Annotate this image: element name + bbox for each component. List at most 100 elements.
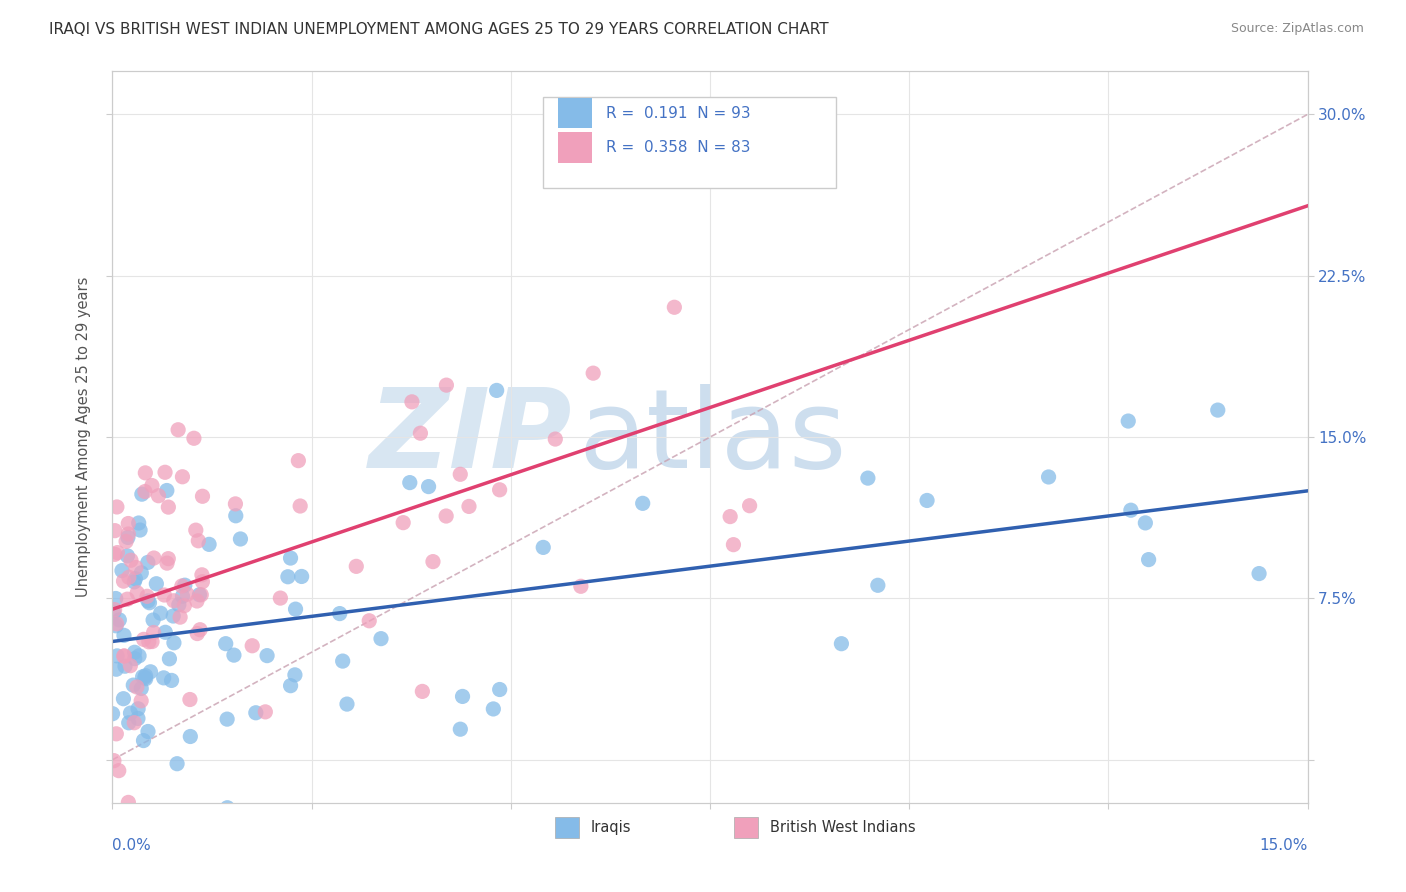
- Point: [172, 589, 194, 603]
- Point: [129, 523, 152, 537]
- Point: [190, 588, 212, 602]
- Point: [105, 616, 128, 631]
- Point: [254, 705, 277, 719]
- Point: [117, 549, 139, 563]
- Point: [172, 469, 194, 483]
- Point: [398, 475, 420, 490]
- Point: [217, 712, 239, 726]
- Point: [183, 431, 205, 445]
- Point: [125, 680, 148, 694]
- Point: [112, 691, 135, 706]
- Point: [155, 625, 177, 640]
- Point: [112, 574, 135, 589]
- Point: [117, 527, 139, 541]
- Point: [118, 715, 141, 730]
- Text: R =  0.358  N = 83: R = 0.358 N = 83: [606, 140, 751, 155]
- Point: [105, 546, 128, 560]
- Point: [422, 555, 444, 569]
- Point: [141, 478, 163, 492]
- Point: [136, 555, 159, 569]
- Point: [176, 587, 198, 601]
- Point: [434, 509, 457, 524]
- Point: [186, 594, 208, 608]
- Point: [124, 572, 146, 586]
- Point: [184, 523, 207, 537]
- Point: [173, 599, 195, 613]
- Point: [866, 578, 889, 592]
- Text: 15.0%: 15.0%: [1260, 838, 1308, 853]
- Point: [148, 489, 170, 503]
- Point: [1038, 470, 1060, 484]
- Point: [103, 754, 125, 768]
- FancyBboxPatch shape: [543, 97, 835, 188]
- Point: [830, 637, 852, 651]
- Point: [188, 623, 211, 637]
- Point: [569, 579, 592, 593]
- Point: [723, 538, 745, 552]
- Text: atlas: atlas: [579, 384, 846, 491]
- Point: [280, 679, 302, 693]
- Point: [124, 651, 146, 665]
- Point: [129, 681, 152, 696]
- Point: [122, 715, 145, 730]
- Point: [329, 607, 352, 621]
- Point: [1116, 414, 1139, 428]
- Point: [153, 465, 176, 479]
- Point: [1135, 516, 1157, 530]
- Text: 0.0%: 0.0%: [112, 838, 152, 853]
- Point: [401, 394, 423, 409]
- Point: [156, 483, 179, 498]
- Point: [152, 671, 174, 685]
- Text: Iraqis: Iraqis: [591, 820, 631, 835]
- Point: [156, 556, 179, 570]
- Point: [179, 692, 201, 706]
- Point: [167, 423, 190, 437]
- Point: [127, 711, 149, 725]
- Point: [103, 606, 125, 620]
- Point: [225, 508, 247, 523]
- Point: [135, 669, 157, 683]
- Point: [191, 489, 214, 503]
- Point: [162, 609, 184, 624]
- Point: [125, 560, 148, 574]
- Point: [664, 300, 686, 314]
- Point: [134, 466, 156, 480]
- Point: [915, 493, 938, 508]
- Point: [458, 500, 481, 514]
- Point: [132, 733, 155, 747]
- Point: [136, 594, 159, 608]
- Point: [269, 591, 291, 606]
- Point: [170, 579, 193, 593]
- Point: [112, 649, 135, 664]
- Point: [105, 500, 128, 514]
- Point: [107, 764, 129, 778]
- Point: [159, 652, 181, 666]
- Point: [217, 801, 239, 815]
- Point: [631, 496, 654, 510]
- Point: [344, 559, 367, 574]
- Point: [153, 588, 176, 602]
- Point: [145, 576, 167, 591]
- Bar: [734, 817, 758, 838]
- Point: [336, 697, 359, 711]
- Point: [105, 619, 128, 633]
- Point: [222, 648, 245, 662]
- Point: [280, 551, 302, 566]
- Point: [449, 722, 471, 736]
- Point: [449, 467, 471, 482]
- Point: [104, 524, 127, 538]
- Point: [112, 648, 135, 663]
- Point: [149, 606, 172, 620]
- Point: [136, 724, 159, 739]
- Point: [124, 645, 146, 659]
- Point: [138, 635, 160, 649]
- Point: [240, 639, 263, 653]
- Point: [135, 672, 157, 686]
- Point: [370, 632, 392, 646]
- Text: Source: ZipAtlas.com: Source: ZipAtlas.com: [1230, 22, 1364, 36]
- Bar: [558, 98, 592, 128]
- Point: [411, 684, 433, 698]
- Point: [101, 706, 124, 721]
- Point: [120, 658, 142, 673]
- Point: [485, 384, 508, 398]
